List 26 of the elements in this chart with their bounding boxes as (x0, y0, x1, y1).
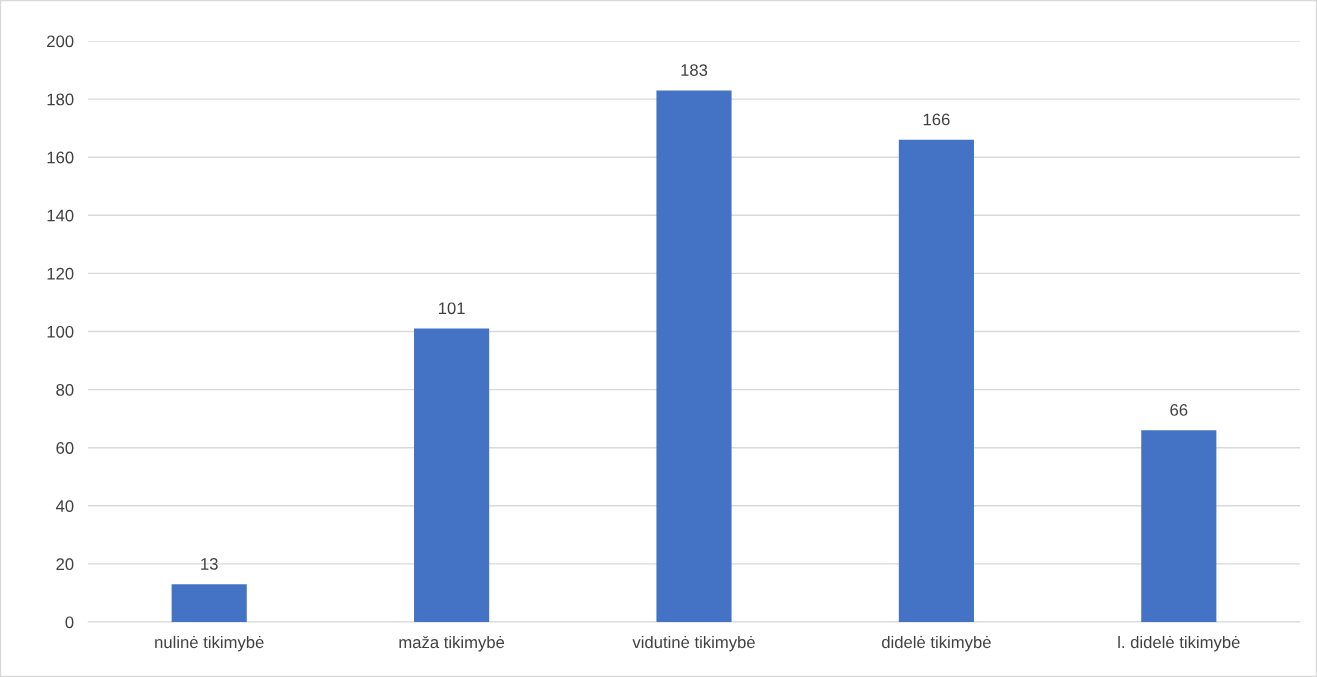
y-tick-label: 40 (55, 500, 74, 512)
bar (656, 90, 732, 622)
data-label: 13 (201, 558, 218, 570)
y-tick-label: 180 (47, 93, 74, 106)
y-tick-label: 160 (47, 151, 74, 164)
y-tick-label: 200 (47, 35, 74, 48)
bar (171, 584, 247, 622)
data-label: 101 (438, 302, 465, 315)
data-label: 166 (923, 113, 950, 126)
y-tick-label: 140 (47, 209, 74, 222)
y-tick-label: 120 (47, 267, 74, 280)
y-tick-label: 100 (47, 325, 74, 338)
bar (414, 328, 490, 622)
x-tick-label: didelė tikimybė (881, 635, 991, 652)
y-tick-label: 80 (56, 384, 74, 396)
x-tick-label: nulinė tikimybė (155, 635, 264, 652)
y-tick-label: 0 (65, 616, 74, 629)
y-tick-label: 60 (56, 442, 74, 454)
x-tick-label: vidutinė tikimybė (632, 635, 755, 652)
x-tick-label: maža tikimybė (399, 635, 505, 652)
x-tick-label: l. didelė tikimybė (1118, 635, 1240, 652)
y-tick-label: 20 (56, 558, 74, 571)
data-label: 183 (681, 64, 708, 76)
data-label: 66 (1170, 404, 1188, 416)
bar (1141, 430, 1217, 622)
bar (898, 139, 974, 622)
